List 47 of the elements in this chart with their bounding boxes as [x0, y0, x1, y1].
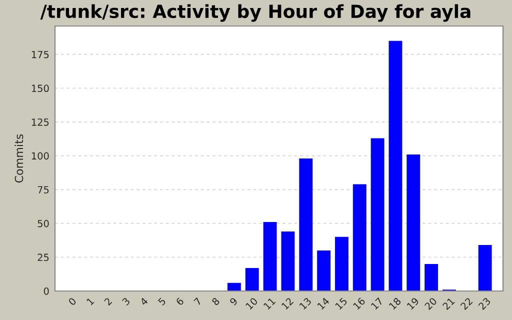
x-tick-label: 4 — [140, 297, 148, 306]
x-tick-label: 12 — [281, 297, 294, 310]
x-tick-label: 7 — [194, 297, 202, 306]
x-tick-label: 13 — [299, 297, 312, 310]
x-tick-label: 6 — [176, 297, 184, 306]
x-tick-label: 19 — [406, 297, 420, 310]
y-tick-label: 100 — [32, 152, 49, 160]
y-tick-label: 0 — [44, 287, 49, 295]
bar — [370, 138, 384, 291]
bar — [281, 232, 295, 291]
chart-title: /trunk/src: Activity by Hour of Day for ayla — [40, 4, 470, 22]
y-tick-label: 125 — [32, 118, 49, 126]
y-axis-title: Commits — [14, 134, 24, 183]
x-tick-label: 16 — [352, 297, 366, 310]
bar — [478, 245, 492, 291]
bar — [299, 158, 313, 291]
bar — [424, 264, 438, 291]
x-tick-label: 9 — [229, 297, 238, 306]
y-tick-label: 75 — [38, 186, 49, 194]
x-tick-label: 21 — [442, 297, 455, 310]
bar — [388, 40, 402, 291]
x-tick-label: 17 — [370, 297, 384, 310]
bar — [245, 268, 259, 291]
x-tick-label: 23 — [478, 297, 491, 310]
bar — [227, 282, 241, 291]
y-tick-label: 25 — [38, 254, 49, 262]
y-tick-label: 150 — [32, 84, 49, 92]
x-tick-label: 5 — [158, 297, 166, 306]
y-tick-label: 50 — [38, 220, 49, 228]
x-tick-label: 20 — [424, 297, 438, 310]
y-tick-label: 175 — [32, 51, 49, 58]
bar — [263, 222, 277, 291]
x-tick-label: 3 — [122, 297, 130, 306]
bar — [317, 250, 331, 291]
x-tick-label: 22 — [460, 297, 473, 310]
x-tick-label: 8 — [211, 297, 220, 306]
x-tick-label: 11 — [263, 297, 276, 310]
bar — [352, 184, 366, 291]
x-tick-label: 1 — [86, 297, 94, 306]
x-tick-label: 14 — [317, 297, 330, 310]
bar — [335, 236, 348, 291]
x-tick-label: 18 — [388, 297, 402, 310]
x-tick-label: 0 — [68, 297, 77, 306]
x-tick-label: 15 — [334, 297, 348, 310]
bar — [406, 154, 420, 291]
x-tick-label: 2 — [104, 297, 112, 306]
x-tick-label: 10 — [245, 297, 258, 310]
